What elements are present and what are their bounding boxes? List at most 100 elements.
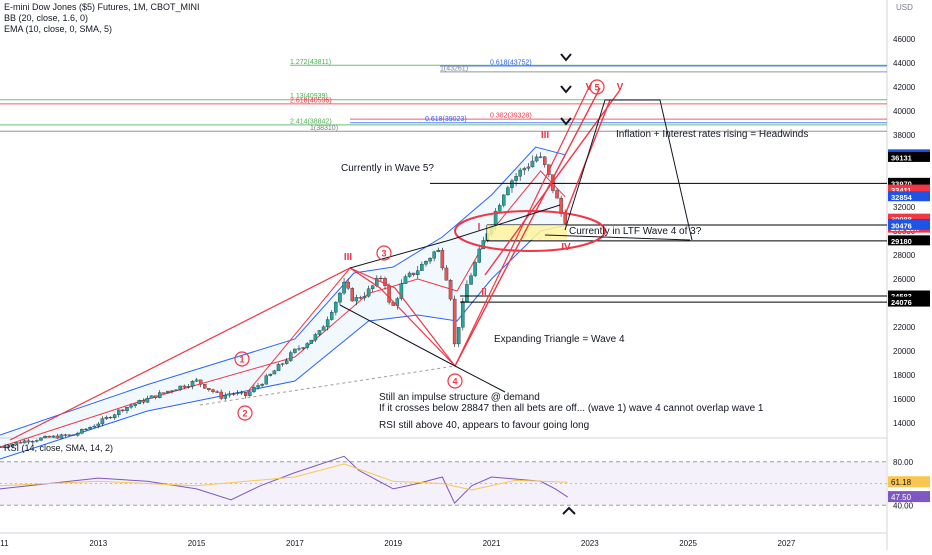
fib-label: 2.414(38842) xyxy=(290,118,332,125)
candle-body xyxy=(432,251,436,259)
candle-body xyxy=(252,387,256,392)
price-tick-label: 22000 xyxy=(893,323,916,332)
projection-base-black xyxy=(544,234,691,241)
candle-body xyxy=(461,301,465,328)
time-tick-label: 2011 xyxy=(0,539,9,548)
candle-body xyxy=(133,403,137,406)
ema-line xyxy=(0,170,566,448)
candle-body xyxy=(530,160,535,168)
candle-body xyxy=(55,435,60,439)
candle-body xyxy=(31,441,35,443)
bb-fill xyxy=(0,147,566,459)
price-badge-bg xyxy=(888,191,930,202)
candle-body xyxy=(284,360,289,364)
wave-label-2-circle xyxy=(237,405,253,421)
bb-indicator-label: BB (20, close, 1.6, 0) xyxy=(4,13,89,23)
price-tick-label: 26000 xyxy=(893,275,916,284)
candle-body xyxy=(248,391,252,396)
candle-body xyxy=(235,392,240,394)
candle-body xyxy=(22,440,27,444)
candle-body xyxy=(10,444,15,447)
candle-body xyxy=(215,391,219,393)
candle-body xyxy=(47,435,51,438)
price-tick-label: 42000 xyxy=(893,83,916,92)
candle-body xyxy=(346,281,350,289)
candle-body xyxy=(92,425,96,428)
price-tick-label: 28000 xyxy=(893,251,916,260)
candle-body xyxy=(342,281,346,294)
candle-body xyxy=(514,176,518,181)
candle-body xyxy=(559,197,563,214)
rsi-legend: RSI (14, close, SMA, 14, 2) xyxy=(4,443,114,453)
time-tick-label: 2015 xyxy=(188,539,206,548)
wave-label-4: 4 xyxy=(452,377,457,387)
wave-label-5-circle xyxy=(589,79,605,95)
candle-body xyxy=(280,363,285,365)
wave-structure-red xyxy=(9,84,591,441)
note-ltf: Currently in LTF Wave 4 of 3? xyxy=(569,226,702,237)
fib-label: 1.272(43811) xyxy=(290,59,331,66)
candle-body xyxy=(362,296,367,299)
candle-body xyxy=(334,301,338,313)
demand-zone xyxy=(487,225,567,240)
price-tick-label: 38000 xyxy=(893,131,916,140)
upper-trend-black xyxy=(349,204,561,269)
candle-body xyxy=(149,395,154,399)
price-badge: 33411 xyxy=(891,186,911,195)
candle-body xyxy=(370,285,375,289)
note-headwinds: Inflation + Interest rates rising = Head… xyxy=(616,129,808,140)
candle-body xyxy=(440,249,445,269)
candle-body xyxy=(542,156,547,165)
candle-body xyxy=(407,272,412,277)
candle-body xyxy=(219,391,223,399)
price-tick-label: 46000 xyxy=(893,35,916,44)
time-tick-label: 2013 xyxy=(89,539,107,548)
candle-body xyxy=(35,440,39,442)
rsi-ma-line xyxy=(0,463,568,491)
wave-label-III-2: III xyxy=(541,130,550,141)
fib-label: 0.618(43752) xyxy=(490,59,532,66)
candle-body xyxy=(14,442,19,445)
candle-body xyxy=(358,297,363,299)
candle-body xyxy=(162,392,166,394)
price-tick-label: 40000 xyxy=(893,107,916,116)
candle-body xyxy=(465,284,469,302)
candle-body xyxy=(194,379,199,382)
candle-body xyxy=(313,334,318,341)
candle-body xyxy=(104,416,109,419)
wave-label-V: V xyxy=(586,82,593,93)
currency-label: USD xyxy=(896,3,913,12)
candle-body xyxy=(452,298,457,345)
candle-body xyxy=(456,327,461,345)
rsi-value-badge: 47.50 xyxy=(891,493,912,502)
candle-body xyxy=(350,288,354,302)
rsi-ma-badge-bg xyxy=(888,476,930,488)
up-arrow-icon xyxy=(562,506,576,515)
candle-body xyxy=(6,446,10,448)
candle-body xyxy=(51,435,55,438)
candle-body xyxy=(428,258,432,262)
fib-label: 2.618(40596) xyxy=(290,97,332,104)
candle-body xyxy=(227,393,232,396)
candle-body xyxy=(420,264,424,271)
price-tick-label: 44000 xyxy=(893,59,916,68)
candle-body xyxy=(39,437,43,441)
candle-body xyxy=(293,348,297,353)
candle-body xyxy=(88,427,92,430)
candle-body xyxy=(260,383,264,386)
candle-body xyxy=(207,388,211,390)
candle-body xyxy=(379,277,383,280)
price-tick-label: 14000 xyxy=(893,419,916,428)
time-tick-label: 2023 xyxy=(581,539,599,548)
price-badge-bg xyxy=(888,235,930,246)
candle-body xyxy=(59,434,64,439)
candle-body xyxy=(141,400,146,403)
time-tick-label: 2017 xyxy=(286,539,304,548)
time-tick-label: 2025 xyxy=(679,539,697,548)
rsi-ma-badge: 61.18 xyxy=(891,478,912,487)
candle-body xyxy=(2,446,6,448)
price-badge: 29180 xyxy=(891,237,912,246)
chart-legend: E-mini Dow Jones ($5) Futures, 1M, CBOT_… xyxy=(4,2,200,35)
